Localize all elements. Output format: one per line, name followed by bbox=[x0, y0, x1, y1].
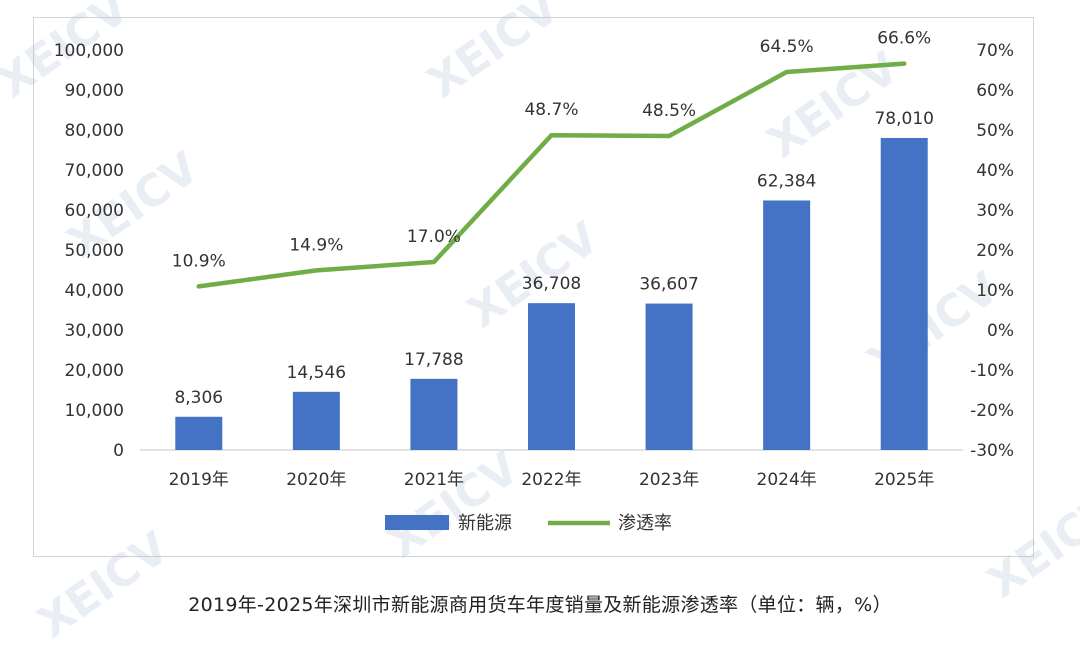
legend-line-label: 渗透率 bbox=[618, 513, 672, 534]
bar-data-label: 36,607 bbox=[639, 275, 698, 295]
x-tick-label: 2024年 bbox=[757, 470, 817, 490]
y-right-tick-label: 60% bbox=[976, 81, 1014, 101]
bar-new-energy bbox=[763, 200, 811, 450]
y-right-tick-label: 10% bbox=[976, 281, 1014, 301]
x-tick-label: 2022年 bbox=[521, 470, 581, 490]
y-left-tick-label: 0 bbox=[113, 441, 124, 461]
bar-new-energy bbox=[175, 416, 223, 450]
y-right-tick-label: -10% bbox=[970, 361, 1014, 381]
y-left-tick-label: 30,000 bbox=[65, 321, 124, 341]
line-data-label: 48.7% bbox=[524, 100, 578, 120]
y-left-tick-label: 60,000 bbox=[65, 201, 124, 221]
x-tick-label: 2020年 bbox=[286, 470, 346, 490]
x-tick-label: 2025年 bbox=[874, 470, 934, 490]
bar-new-energy bbox=[645, 303, 693, 450]
y-right-tick-label: 0% bbox=[987, 321, 1014, 341]
bar-data-label: 17,788 bbox=[404, 350, 463, 370]
bar-new-energy bbox=[528, 303, 575, 450]
x-tick-label: 2019年 bbox=[169, 470, 229, 490]
bar-data-label: 78,010 bbox=[874, 109, 933, 129]
x-tick-label: 2021年 bbox=[404, 470, 464, 490]
line-data-label: 14.9% bbox=[289, 235, 343, 255]
y-right-tick-label: -20% bbox=[970, 401, 1014, 421]
bar-data-label: 62,384 bbox=[757, 171, 816, 191]
y-left-tick-label: 40,000 bbox=[65, 281, 124, 301]
bar-data-label: 36,708 bbox=[522, 274, 581, 294]
x-tick-label: 2023年 bbox=[639, 470, 699, 490]
y-right-tick-label: -30% bbox=[970, 441, 1014, 461]
y-right-tick-label: 20% bbox=[976, 241, 1014, 261]
line-penetration-rate bbox=[196, 61, 907, 289]
line-data-label: 10.9% bbox=[172, 251, 226, 271]
y-right-tick-label: 50% bbox=[976, 121, 1014, 141]
legend-bar-swatch bbox=[385, 515, 449, 530]
y-left-tick-label: 90,000 bbox=[65, 81, 124, 101]
bar-data-label: 8,306 bbox=[174, 388, 223, 408]
combo-chart: 0 10,000 20,000 30,000 40,000 50,000 60,000 70,… bbox=[54, 29, 1014, 534]
bar-new-energy bbox=[410, 378, 458, 450]
y-left-tick-label: 20,000 bbox=[65, 361, 124, 381]
line-data-label: 64.5% bbox=[760, 37, 814, 57]
y-left-tick-label: 70,000 bbox=[65, 161, 124, 181]
y-right-tick-label: 40% bbox=[976, 161, 1014, 181]
y-left-tick-label: 80,000 bbox=[65, 121, 124, 141]
bar-new-energy bbox=[292, 391, 340, 450]
line-data-label: 66.6% bbox=[877, 29, 931, 49]
y-left-tick-label: 100,000 bbox=[54, 41, 124, 61]
chart-caption: 2019年-2025年深圳市新能源商用货车年度销量及新能源渗透率（单位：辆，%） bbox=[188, 594, 892, 616]
y-left-tick-label: 50,000 bbox=[65, 241, 124, 261]
y-right-tick-label: 30% bbox=[976, 201, 1014, 221]
line-data-label: 17.0% bbox=[407, 227, 461, 247]
bar-data-label: 14,546 bbox=[287, 363, 346, 383]
line-data-label: 48.5% bbox=[642, 101, 696, 121]
bar-new-energy bbox=[880, 137, 928, 450]
y-left-tick-label: 10,000 bbox=[65, 401, 124, 421]
legend-bar-label: 新能源 bbox=[458, 513, 512, 534]
y-right-tick-label: 70% bbox=[976, 41, 1014, 61]
